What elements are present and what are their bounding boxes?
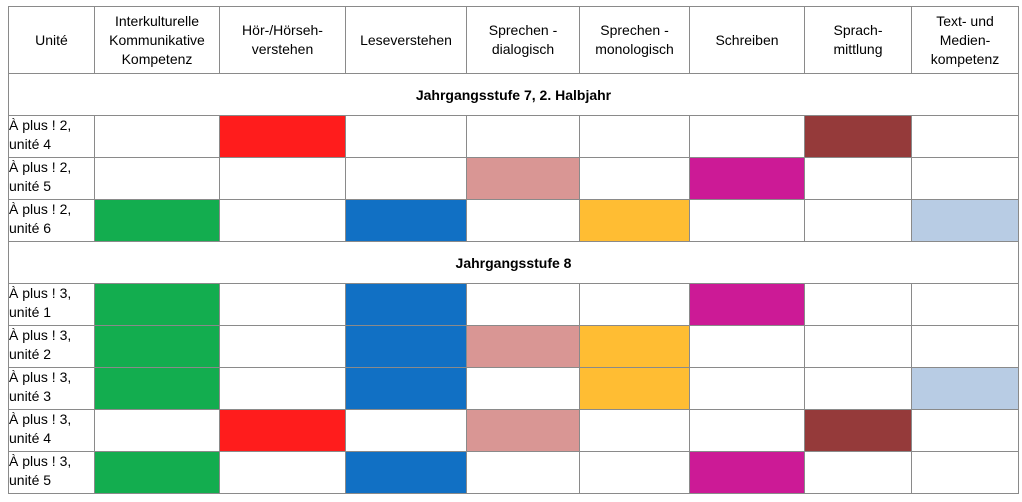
unit-label: À plus ! 3, unité 3 [8,367,95,410]
header-sprachmittlung: Sprach- mittlung [804,6,912,74]
competence-cell-empty [579,283,690,326]
competence-cell-empty [466,451,580,494]
unit-label: À plus ! 3, unité 5 [8,451,95,494]
competence-cell-marked [911,367,1019,410]
competence-cell-empty [466,115,580,158]
unit-label: À plus ! 2, unité 4 [8,115,95,158]
section-title: Jahrgangsstufe 7, 2. Halbjahr [8,73,1019,116]
table-row: À plus ! 2, unité 6 [8,199,1019,242]
header-unite: Unité [8,6,95,74]
competence-cell-empty [345,115,467,158]
competence-cell-empty [466,367,580,410]
competence-cell-empty [579,115,690,158]
competence-cell-empty [689,367,805,410]
competence-cell-marked [579,325,690,368]
competence-cell-marked [804,409,912,452]
competence-cell-marked [804,115,912,158]
competence-cell-empty [804,325,912,368]
competence-cell-marked [94,451,220,494]
unit-label: À plus ! 3, unité 4 [8,409,95,452]
competence-cell-empty [219,283,346,326]
competence-cell-empty [219,451,346,494]
competence-cell-empty [911,325,1019,368]
competence-cell-marked [579,367,690,410]
competence-cell-marked [94,325,220,368]
competence-cell-marked [219,409,346,452]
competence-cell-empty [579,409,690,452]
table-row: À plus ! 3, unité 2 [8,325,1019,368]
unit-label: À plus ! 3, unité 1 [8,283,95,326]
competence-cell-empty [911,283,1019,326]
table-row: À plus ! 3, unité 4 [8,409,1019,452]
table-row: À plus ! 2, unité 5 [8,157,1019,200]
competence-cell-marked [345,325,467,368]
header-sprechen-dialogisch: Sprechen - dialogisch [466,6,580,74]
header-text-medienkompetenz: Text- und Medien- kompetenz [911,6,1019,74]
competence-cell-empty [94,115,220,158]
header-leseverstehen: Leseverstehen [345,6,467,74]
unit-label: À plus ! 3, unité 2 [8,325,95,368]
section-title: Jahrgangsstufe 8 [8,241,1019,284]
table-row: À plus ! 2, unité 4 [8,115,1019,158]
competence-cell-marked [466,157,580,200]
competence-cell-empty [466,283,580,326]
competence-cell-marked [94,283,220,326]
competence-cell-empty [911,409,1019,452]
competence-cell-marked [94,367,220,410]
competence-cell-empty [219,199,346,242]
header-sprechen-monologisch: Sprechen - monologisch [579,6,690,74]
competence-cell-marked [345,451,467,494]
table-row: À plus ! 3, unité 1 [8,283,1019,326]
competence-cell-empty [689,325,805,368]
competence-cell-marked [345,367,467,410]
competence-table: Unité Interkulturelle Kommunikative Komp… [8,6,1019,494]
unit-label: À plus ! 2, unité 5 [8,157,95,200]
competence-cell-marked [579,199,690,242]
competence-cell-empty [219,367,346,410]
competence-cell-empty [689,409,805,452]
competence-cell-empty [579,157,690,200]
table-body: Jahrgangsstufe 7, 2. Halbjahr À plus ! 2,… [8,73,1019,494]
competence-cell-empty [345,157,467,200]
competence-cell-marked [466,325,580,368]
competence-cell-empty [804,367,912,410]
competence-cell-empty [911,451,1019,494]
competence-cell-empty [804,157,912,200]
competence-cell-marked [94,199,220,242]
table-row: À plus ! 3, unité 5 [8,451,1019,494]
competence-cell-marked [689,157,805,200]
competence-table-container: Unité Interkulturelle Kommunikative Komp… [8,6,1019,494]
competence-cell-empty [804,451,912,494]
unit-label: À plus ! 2, unité 6 [8,199,95,242]
table-row: À plus ! 3, unité 3 [8,367,1019,410]
competence-cell-empty [911,115,1019,158]
competence-cell-empty [466,199,580,242]
competence-cell-empty [689,115,805,158]
competence-cell-marked [219,115,346,158]
competence-cell-empty [911,157,1019,200]
header-hoer-hoerseh-verstehen: Hör-/Hörseh- verstehen [219,6,346,74]
competence-cell-empty [804,283,912,326]
competence-cell-empty [804,199,912,242]
competence-cell-marked [345,283,467,326]
header-interkulturelle-kompetenz: Interkulturelle Kommunikative Kompetenz [94,6,220,74]
competence-cell-marked [689,283,805,326]
competence-cell-marked [689,451,805,494]
header-schreiben: Schreiben [689,6,805,74]
section-row: Jahrgangsstufe 8 [8,241,1019,284]
competence-cell-empty [94,409,220,452]
competence-cell-empty [345,409,467,452]
competence-cell-empty [689,199,805,242]
competence-cell-marked [345,199,467,242]
section-row: Jahrgangsstufe 7, 2. Halbjahr [8,73,1019,116]
competence-cell-marked [466,409,580,452]
competence-cell-empty [94,157,220,200]
competence-cell-empty [219,325,346,368]
competence-cell-marked [911,199,1019,242]
competence-cell-empty [579,451,690,494]
competence-cell-empty [219,157,346,200]
header-row: Unité Interkulturelle Kommunikative Komp… [8,6,1019,74]
